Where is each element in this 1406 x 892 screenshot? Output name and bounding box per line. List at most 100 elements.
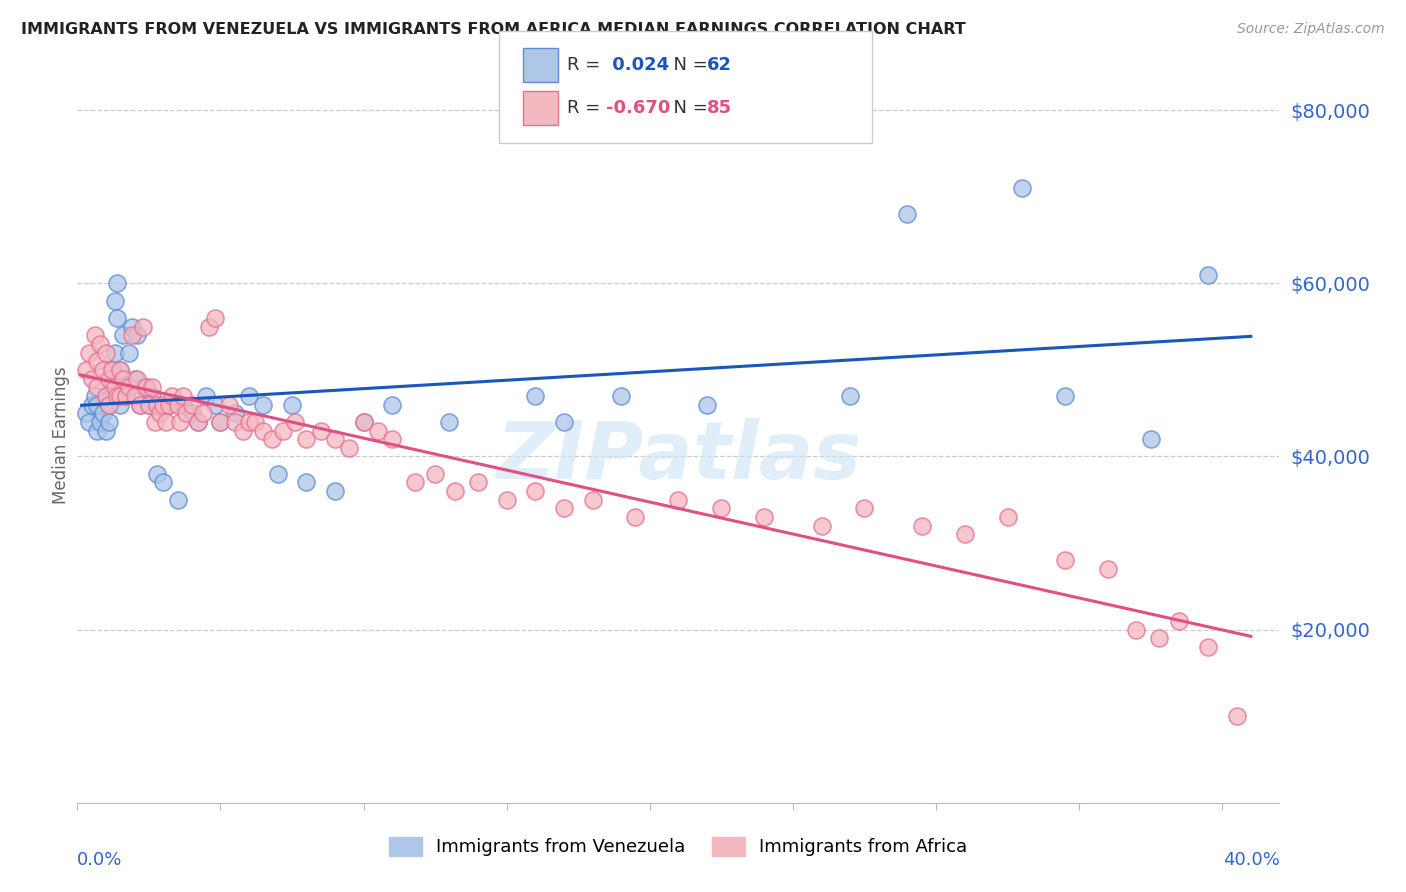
Point (911, 518, 934, 533)
Point (323, 484, 346, 499)
Point (353, 415, 375, 429)
Point (97, 398, 120, 412)
Point (124, 389, 146, 403)
Point (94, 424, 117, 438)
Point (97, 398, 120, 412)
Y-axis label: Median Earnings: Median Earnings (52, 366, 70, 504)
Point (94, 389, 117, 403)
Point (696, 398, 718, 412)
Point (103, 380, 125, 394)
Text: 0.0%: 0.0% (77, 851, 122, 869)
Point (166, 398, 188, 412)
Point (495, 492, 517, 507)
Point (146, 467, 169, 481)
Point (75, 363, 97, 377)
Point (1139, 432, 1161, 446)
Point (80, 398, 103, 412)
Point (309, 424, 332, 438)
Point (124, 371, 146, 385)
Text: R =: R = (567, 56, 606, 74)
Point (209, 415, 232, 429)
Point (157, 398, 180, 412)
Point (186, 415, 209, 429)
Point (839, 389, 862, 403)
Point (1011, 181, 1033, 195)
Text: IMMIGRANTS FROM VENEZUELA VS IMMIGRANTS FROM AFRICA MEDIAN EARNINGS CORRELATION : IMMIGRANTS FROM VENEZUELA VS IMMIGRANTS … (21, 22, 966, 37)
Point (281, 398, 304, 412)
Point (103, 345, 125, 359)
Point (100, 363, 122, 377)
Point (91, 363, 114, 377)
Point (1168, 614, 1191, 628)
Point (353, 415, 375, 429)
Text: 40.0%: 40.0% (1223, 851, 1279, 869)
Point (853, 501, 876, 516)
Point (107, 277, 129, 291)
Text: N =: N = (662, 56, 714, 74)
Point (381, 398, 404, 412)
Point (103, 293, 125, 308)
Point (439, 415, 461, 429)
Point (172, 389, 194, 403)
Point (337, 441, 360, 455)
Point (89, 337, 111, 351)
Point (143, 415, 166, 429)
Point (444, 484, 467, 499)
Point (204, 398, 226, 412)
Point (75, 406, 97, 420)
Point (83, 389, 105, 403)
Point (238, 389, 260, 403)
Point (115, 389, 138, 403)
Point (149, 406, 172, 420)
Point (953, 527, 976, 541)
Point (224, 415, 246, 429)
Point (404, 475, 426, 490)
Point (146, 398, 169, 412)
Point (77, 415, 100, 429)
Point (180, 406, 202, 420)
Point (97, 415, 120, 429)
Point (127, 328, 149, 343)
Point (1053, 553, 1076, 567)
Text: Source: ZipAtlas.com: Source: ZipAtlas.com (1237, 22, 1385, 37)
Point (367, 424, 389, 438)
Point (323, 432, 346, 446)
Point (423, 467, 446, 481)
Point (100, 380, 122, 394)
Point (553, 415, 575, 429)
Point (155, 415, 177, 429)
Point (1149, 632, 1171, 646)
Point (152, 398, 174, 412)
Point (193, 406, 215, 420)
Point (754, 510, 776, 524)
Point (89, 415, 111, 429)
Point (112, 380, 135, 394)
Text: 0.024: 0.024 (606, 56, 669, 74)
Point (238, 415, 260, 429)
Point (152, 475, 174, 490)
Point (267, 467, 290, 481)
Point (86, 380, 108, 394)
Point (129, 398, 152, 412)
Point (1225, 709, 1247, 723)
Point (118, 380, 141, 394)
Point (86, 354, 108, 368)
Point (624, 510, 647, 524)
Point (810, 518, 832, 533)
Point (94, 389, 117, 403)
Point (1125, 623, 1147, 637)
Point (295, 432, 318, 446)
Point (115, 389, 138, 403)
Point (138, 398, 160, 412)
Point (110, 363, 132, 377)
Point (1053, 389, 1076, 403)
Point (141, 389, 163, 403)
Text: ZIPatlas: ZIPatlas (496, 418, 860, 496)
Point (997, 510, 1019, 524)
Point (610, 389, 633, 403)
Legend: Immigrants from Venezuela, Immigrants from Africa: Immigrants from Venezuela, Immigrants fr… (382, 830, 974, 863)
Point (107, 310, 129, 325)
Point (195, 389, 218, 403)
Point (132, 380, 155, 394)
Point (91, 406, 114, 420)
